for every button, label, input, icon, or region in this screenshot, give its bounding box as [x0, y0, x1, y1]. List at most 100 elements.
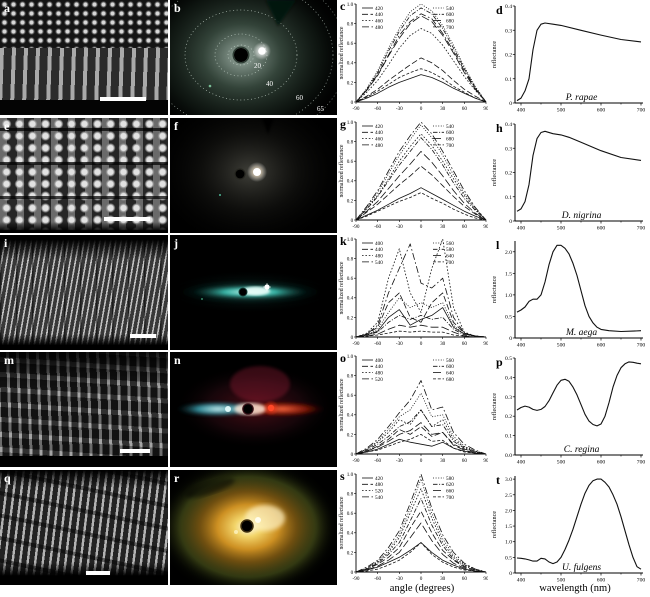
legend-label: 540 [446, 124, 454, 130]
svg-text:600: 600 [597, 343, 606, 349]
svg-text:-30: -30 [396, 341, 403, 347]
svg-text:500: 500 [557, 108, 566, 114]
svg-text:0.2: 0.2 [347, 550, 354, 556]
legend-label: 520 [375, 489, 383, 495]
curve-540 [355, 243, 487, 338]
beam-stop [238, 287, 248, 297]
curve-680 [355, 15, 487, 103]
angular-plot-g: 0 0.2 0.4 0.6 0.8 1.0 -90 -60 -30 0 30 60 90 420 440 46… [338, 118, 491, 233]
svg-text:0: 0 [351, 335, 354, 341]
svg-text:60: 60 [462, 224, 468, 230]
ring-label-60: 60 [296, 94, 304, 102]
legend-label: 680 [446, 137, 454, 143]
svg-text:0.5: 0.5 [505, 356, 512, 362]
species-label: M. aega [565, 328, 597, 338]
angular-plot-c: 0 0.2 0.4 0.6 0.8 1.0 -90 -60 -30 0 30 60 90 420 440 46… [338, 0, 491, 115]
curve-620 [355, 498, 487, 573]
panel-letter: d [496, 3, 503, 17]
svg-text:3.0: 3.0 [505, 477, 512, 483]
legend-label: 540 [375, 260, 383, 266]
svg-text:0.4: 0.4 [347, 413, 354, 419]
svg-text:0.4: 0.4 [347, 61, 354, 67]
curve-420 [355, 74, 487, 103]
curve-600 [355, 137, 487, 221]
scale-bar [120, 449, 150, 453]
svg-text:0.1: 0.1 [505, 434, 512, 440]
curve-440 [355, 57, 487, 103]
svg-text:0.2: 0.2 [505, 414, 512, 420]
legend-label: 400 [375, 241, 383, 247]
svg-text:400: 400 [517, 460, 526, 466]
scale-bar [100, 97, 146, 101]
panel-letter: n [174, 353, 181, 367]
species-label: P. rapae [565, 93, 598, 103]
curve-600 [355, 7, 487, 103]
svg-text:400: 400 [517, 108, 526, 114]
legend-label: 700 [446, 495, 454, 501]
svg-text:0.2: 0.2 [505, 53, 512, 59]
svg-text:0.8: 0.8 [347, 257, 354, 263]
svg-text:30: 30 [440, 458, 446, 464]
svg-text:90: 90 [483, 458, 489, 464]
panel-letter: k [340, 235, 347, 248]
svg-text:0.1: 0.1 [505, 77, 512, 83]
svg-text:-90: -90 [353, 341, 360, 347]
sem-texture [0, 352, 168, 387]
y-axis-label: reflectance [491, 393, 498, 420]
legend-label: 540 [446, 6, 454, 12]
curve-580 [355, 478, 487, 573]
legend-label: 400 [375, 358, 383, 364]
svg-text:1.5: 1.5 [505, 524, 512, 530]
svg-text:1.0: 1.0 [505, 293, 512, 299]
svg-text:500: 500 [557, 226, 566, 232]
legend-label: 440 [375, 364, 383, 370]
panel-letter: m [4, 353, 14, 367]
legend-label: 600 [446, 12, 454, 18]
legend-label: 680 [446, 377, 454, 383]
svg-text:90: 90 [483, 576, 489, 582]
svg-text:1.0: 1.0 [347, 120, 354, 126]
svg-text:700: 700 [637, 578, 646, 584]
species-label: D. nigrina [561, 211, 602, 221]
svg-text:0: 0 [351, 218, 354, 224]
curve-440 [355, 292, 487, 338]
laser-spot [253, 168, 261, 176]
svg-text:0.8: 0.8 [347, 140, 354, 146]
svg-text:0.4: 0.4 [347, 296, 354, 302]
svg-text:0.2: 0.2 [347, 315, 354, 321]
svg-text:30: 30 [440, 106, 446, 112]
svg-text:0.8: 0.8 [347, 374, 354, 380]
svg-text:500: 500 [557, 578, 566, 584]
angular-plot-svg: 0 0.2 0.4 0.6 0.8 1.0 -90 -60 -30 0 30 60 90 42044046… [338, 120, 489, 230]
svg-text:0.6: 0.6 [347, 393, 354, 399]
curve-520 [355, 380, 487, 455]
scale-bar [130, 334, 156, 338]
svg-text:60: 60 [462, 458, 468, 464]
sem-texture [0, 562, 168, 585]
svg-text:0.4: 0.4 [505, 4, 512, 10]
panel-letter: c [340, 0, 346, 13]
ring-label-65: 65 [317, 105, 325, 113]
y-axis-label: reflectance [491, 511, 498, 538]
angular-plot-o: 0 0.2 0.4 0.6 0.8 1.0 -90 -60 -30 0 30 60 90 400 440 48… [338, 352, 491, 467]
legend-label: 620 [446, 482, 454, 488]
svg-text:1.0: 1.0 [347, 472, 354, 478]
svg-text:1.0: 1.0 [347, 237, 354, 243]
scatterogram-f-image [170, 118, 337, 233]
svg-text:1.0: 1.0 [347, 2, 354, 8]
svg-text:60: 60 [462, 576, 468, 582]
beam-stop [242, 403, 254, 415]
sem-texture [0, 333, 168, 350]
scatterogram-j: j [170, 235, 337, 350]
ring-label-20: 20 [254, 62, 262, 70]
svg-text:-60: -60 [374, 106, 381, 112]
svg-text:0.8: 0.8 [347, 492, 354, 498]
panel-letter: b [174, 1, 181, 15]
svg-text:-60: -60 [374, 341, 381, 347]
scatterogram-r-image [170, 470, 337, 585]
curve-680 [355, 434, 487, 455]
legend-label: 440 [375, 130, 383, 136]
sem-texture [0, 118, 168, 233]
svg-text:0.6: 0.6 [347, 159, 354, 165]
